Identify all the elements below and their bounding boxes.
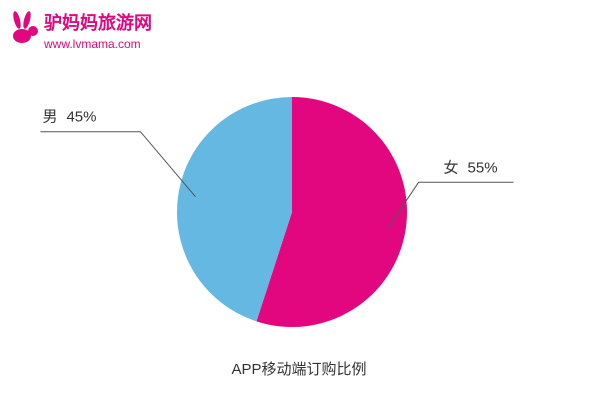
leader-line <box>40 131 196 198</box>
slice-label: 45% <box>66 109 96 126</box>
chart-title: APP移动端订购比例 <box>231 361 366 378</box>
logo-icon <box>13 11 38 43</box>
pie-slice <box>256 97 407 327</box>
slice-label: 55% <box>468 159 498 176</box>
leader-line <box>388 181 514 228</box>
slice-category: 男 <box>42 109 57 126</box>
logo-name: 驴妈妈旅游网 <box>44 12 152 33</box>
pie-slice <box>177 97 292 322</box>
logo-url: www.lvmama.com <box>43 37 141 51</box>
slice-category: 女 <box>444 158 459 176</box>
